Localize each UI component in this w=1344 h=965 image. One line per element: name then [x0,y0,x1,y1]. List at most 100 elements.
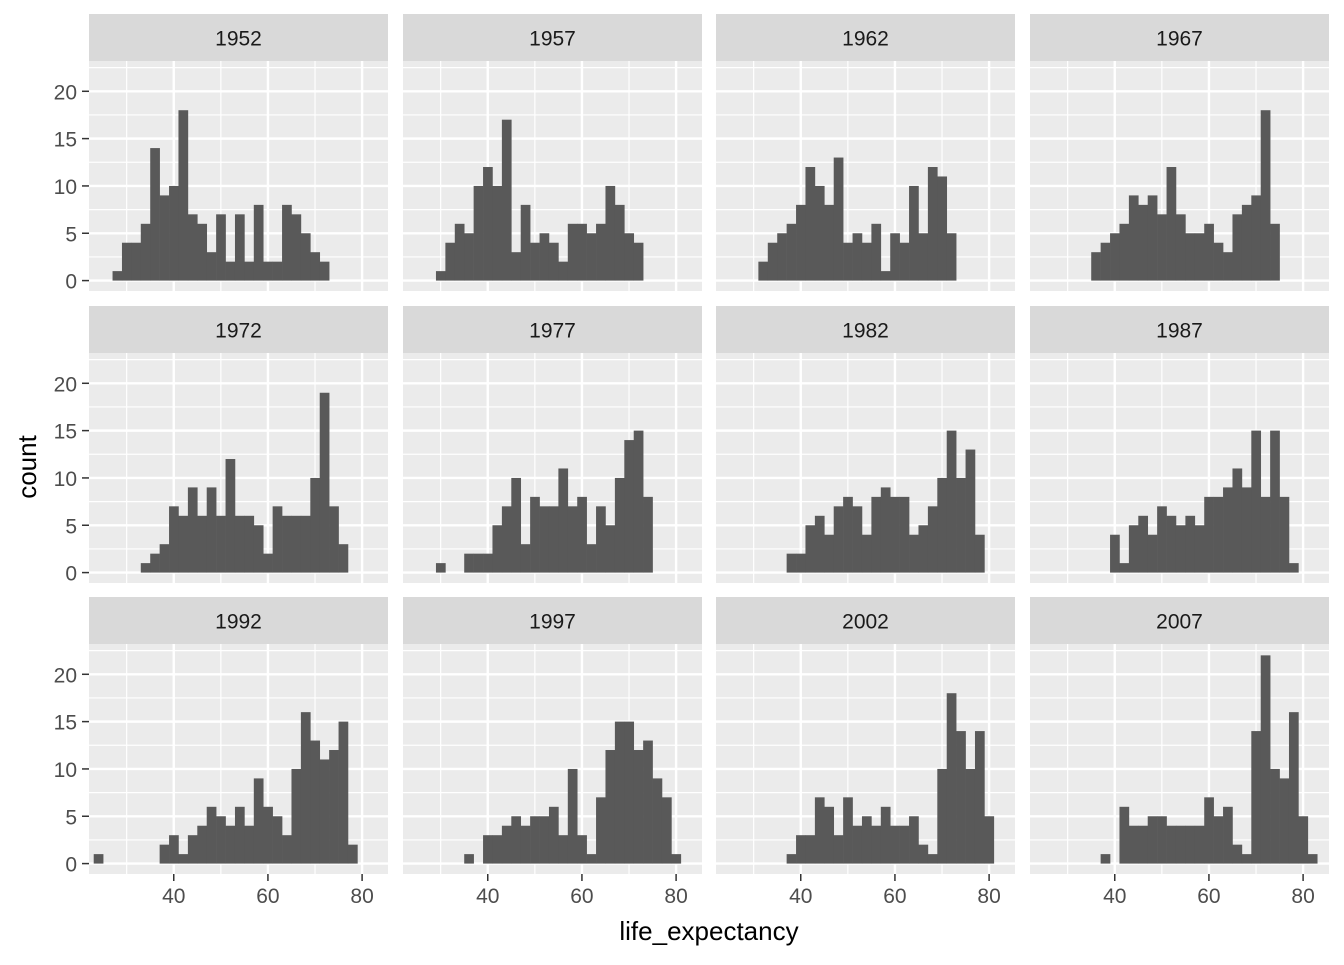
histogram-bar [956,477,966,573]
facet-panel-1977: 1977 [403,306,702,583]
histogram-bar [1119,223,1130,281]
histogram-bar [347,844,358,864]
histogram-bar [833,835,844,864]
histogram-bar [530,496,540,573]
histogram-bar [150,148,160,281]
facet-panel-2002: 2002 40 60 80 [716,597,1015,908]
histogram-bar [833,157,844,281]
histogram-bar [805,835,816,864]
histogram-bar [319,759,330,864]
histogram-bar [435,563,446,573]
facet-strip [716,597,1015,644]
histogram-bar [300,515,311,573]
facet-panel-1992: 1992 0 5 10 15 20 40 60 80 [54,597,388,908]
histogram-bar [1166,825,1177,864]
y-tick-label: 5 [65,223,77,246]
histogram-bar [310,477,321,573]
histogram-bar [614,721,625,864]
histogram-bar [965,768,976,864]
histogram-bar [234,515,245,573]
x-tick-label: 60 [570,885,593,908]
x-tick-label: 80 [977,885,1000,908]
histogram-bar [1204,496,1214,573]
histogram-bar [796,204,806,281]
facet-strip-label: 1972 [215,320,262,343]
histogram-bar [946,693,957,864]
histogram-bar [937,768,948,864]
histogram-bar [1213,816,1224,864]
facet-panel-1952: 1952 0 5 10 15 20 [54,14,388,294]
histogram-bar [178,110,189,281]
histogram-bar [263,553,273,573]
histogram-bar [814,185,825,281]
histogram-bar [169,185,179,281]
histogram-bar [805,525,816,573]
histogram-bar [871,496,882,573]
histogram-bar [483,167,493,281]
histogram-bar [1166,167,1177,281]
histogram-bar [1298,816,1309,864]
histogram-bar [253,204,264,281]
histogram-bar [661,797,672,864]
histogram-bar [492,525,503,573]
facet-strip [403,14,702,61]
histogram-bar [1138,515,1149,573]
histogram-bar [159,844,170,864]
histogram-bar [824,534,835,573]
histogram-bar [169,506,179,573]
y-tick-label: 10 [54,759,77,782]
histogram-bar [890,496,900,573]
histogram-bar [643,740,653,864]
histogram-bar [824,806,835,864]
histogram-bar [852,825,863,864]
histogram-bar [1147,195,1158,281]
histogram-bar [843,496,853,573]
histogram-bar [577,223,587,281]
histogram-bar [899,825,910,864]
histogram-bar [614,204,625,281]
histogram-bar [671,854,682,864]
histogram-bar [253,525,264,573]
histogram-bar [244,515,255,573]
histogram-bar [234,214,245,281]
histogram-bar [1270,430,1280,573]
histogram-bar [777,233,787,281]
histogram-bar [1185,515,1196,573]
histogram-bar [272,506,283,573]
histogram-bar [216,515,226,573]
histogram-bar [225,825,236,864]
histogram-bar [197,515,208,573]
histogram-bar [206,252,217,281]
histogram-bar [234,806,245,864]
histogram-bar [1119,563,1130,573]
histogram-bar [159,195,170,281]
facet-strip-label: 1992 [215,611,262,634]
histogram-bar [927,854,938,864]
histogram-bar [965,449,976,573]
histogram-bar [796,553,806,573]
histogram-bar [605,185,616,281]
histogram-bar [880,487,891,573]
x-tick-label: 40 [476,885,499,908]
histogram-bar [1204,223,1214,281]
facet-strip-label: 2002 [842,611,889,634]
histogram-bar [1270,768,1280,864]
histogram-bar [1223,252,1233,281]
histogram-bar [1128,825,1139,864]
histogram-bar [225,261,236,281]
histogram-bar [140,223,151,281]
histogram-bar [1119,806,1130,864]
histogram-bar [1147,816,1158,864]
histogram-bar [633,750,644,864]
histogram-bar [1138,825,1149,864]
histogram-bar [1128,525,1139,573]
histogram-bar [206,487,217,573]
x-tick-label: 40 [1103,885,1126,908]
histogram-bar [1194,525,1205,573]
histogram-bar [890,233,900,281]
histogram-bar [1110,233,1120,281]
histogram-bar [93,854,104,864]
histogram-bar [918,525,929,573]
x-tick-label: 80 [350,885,373,908]
